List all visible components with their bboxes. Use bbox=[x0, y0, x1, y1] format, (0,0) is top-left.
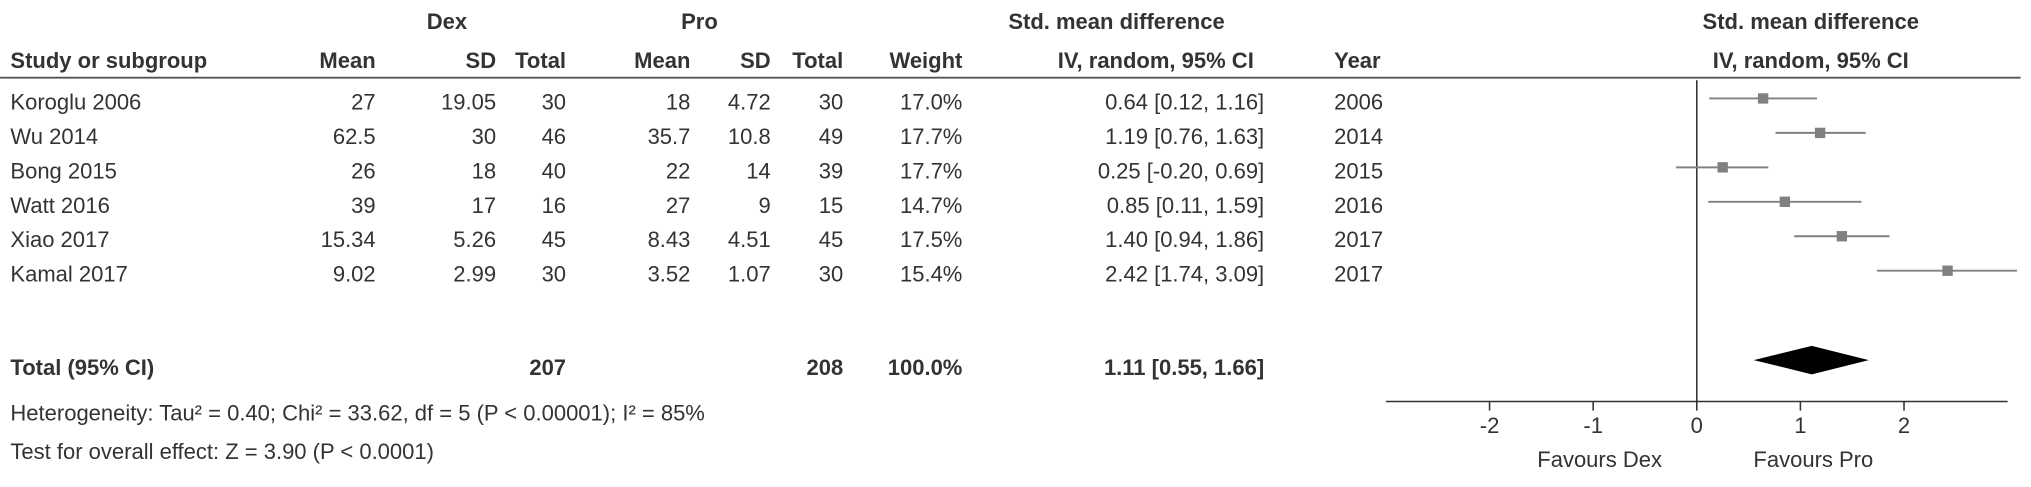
heterogeneity: Heterogeneity: Tau² = 0.40; Chi² = 33.62… bbox=[10, 400, 704, 425]
column-header: Year bbox=[1334, 48, 1381, 73]
x-tick-label: -1 bbox=[1583, 413, 1603, 438]
column-header: SD bbox=[740, 48, 771, 73]
cell: 19.05 bbox=[441, 89, 496, 114]
cell: 5.26 bbox=[453, 227, 496, 252]
plot-subheader: IV, random, 95% CI bbox=[1713, 48, 1909, 73]
column-header: Weight bbox=[889, 48, 963, 73]
x-tick-label: -2 bbox=[1480, 413, 1500, 438]
plot-header: Std. mean difference bbox=[1703, 9, 1919, 34]
overall-effect: Test for overall effect: Z = 3.90 (P < 0… bbox=[10, 439, 434, 464]
cell: 9 bbox=[758, 193, 770, 218]
point-estimate bbox=[1814, 127, 1826, 139]
cell: Watt 2016 bbox=[10, 193, 109, 218]
total-cell: 1.11 [0.55, 1.66] bbox=[1104, 355, 1264, 380]
cell: 16 bbox=[542, 193, 566, 218]
column-header: SD bbox=[466, 48, 497, 73]
cell: 26 bbox=[351, 158, 375, 183]
x-tick-label: 2 bbox=[1898, 413, 1910, 438]
cell: Wu 2014 bbox=[10, 124, 98, 149]
cell: 14 bbox=[746, 158, 770, 183]
column-header: Study or subgroup bbox=[10, 48, 207, 73]
cell: 17.7% bbox=[900, 158, 962, 183]
column-header: Mean bbox=[319, 48, 375, 73]
column-header: IV, random, 95% CI bbox=[1058, 48, 1254, 73]
favours-right: Favours Pro bbox=[1753, 447, 1873, 472]
cell: 4.51 bbox=[728, 227, 771, 252]
cell: Bong 2015 bbox=[10, 158, 116, 183]
cell: 1.19 [0.76, 1.63] bbox=[1105, 124, 1264, 149]
total-cell: Total (95% CI) bbox=[10, 355, 154, 380]
cell: 35.7 bbox=[648, 124, 691, 149]
cell: 1.07 bbox=[728, 262, 771, 287]
column-header: Total bbox=[515, 48, 566, 73]
cell: 40 bbox=[542, 158, 566, 183]
cell: 45 bbox=[819, 227, 843, 252]
cell: 62.5 bbox=[333, 124, 376, 149]
x-tick-label: 0 bbox=[1691, 413, 1703, 438]
cell: 2015 bbox=[1334, 158, 1383, 183]
group-label: Pro bbox=[681, 9, 718, 34]
cell: 15.34 bbox=[321, 227, 376, 252]
total-cell: 207 bbox=[529, 355, 566, 380]
cell: 30 bbox=[542, 262, 566, 287]
x-tick-label: 1 bbox=[1794, 413, 1806, 438]
cell: 4.72 bbox=[728, 89, 771, 114]
point-estimate bbox=[1942, 265, 1953, 276]
point-estimate bbox=[1757, 93, 1769, 104]
cell: 2.42 [1.74, 3.09] bbox=[1105, 262, 1264, 287]
group-label: Dex bbox=[427, 9, 468, 34]
cell: 2014 bbox=[1334, 124, 1383, 149]
cell: 10.8 bbox=[728, 124, 771, 149]
cell: 0.64 [0.12, 1.16] bbox=[1105, 89, 1264, 114]
cell: 17.7% bbox=[900, 124, 962, 149]
cell: 18 bbox=[666, 89, 690, 114]
cell: 30 bbox=[472, 124, 496, 149]
cell: 17.5% bbox=[900, 227, 962, 252]
total-cell: 208 bbox=[807, 355, 844, 380]
cell: 15.4% bbox=[900, 262, 962, 287]
cell: 39 bbox=[819, 158, 843, 183]
cell: 2017 bbox=[1334, 262, 1383, 287]
cell: 2.99 bbox=[453, 262, 496, 287]
cell: 30 bbox=[819, 89, 843, 114]
favours-left: Favours Dex bbox=[1537, 447, 1662, 472]
cell: 0.25 [-0.20, 0.69] bbox=[1098, 158, 1264, 183]
cell: 0.85 [0.11, 1.59] bbox=[1107, 193, 1264, 218]
column-header: Mean bbox=[634, 48, 690, 73]
cell: 15 bbox=[819, 193, 843, 218]
cell: 30 bbox=[542, 89, 566, 114]
cell: 39 bbox=[351, 193, 375, 218]
ci-header: Std. mean difference bbox=[1008, 9, 1224, 34]
cell: 18 bbox=[472, 158, 496, 183]
cell: 8.43 bbox=[648, 227, 691, 252]
cell: 14.7% bbox=[900, 193, 962, 218]
cell: 22 bbox=[666, 158, 690, 183]
cell: 46 bbox=[542, 124, 566, 149]
total-cell: 100.0% bbox=[888, 355, 963, 380]
cell: 2006 bbox=[1334, 89, 1383, 114]
point-estimate bbox=[1836, 231, 1848, 242]
cell: Kamal 2017 bbox=[10, 262, 127, 287]
cell: 9.02 bbox=[333, 262, 376, 287]
cell: 17.0% bbox=[900, 89, 962, 114]
cell: 1.40 [0.94, 1.86] bbox=[1105, 227, 1264, 252]
point-estimate bbox=[1779, 196, 1791, 207]
cell: 30 bbox=[819, 262, 843, 287]
cell: 49 bbox=[819, 124, 843, 149]
cell: Xiao 2017 bbox=[10, 227, 109, 252]
summary-diamond bbox=[1753, 345, 1869, 375]
cell: Koroglu 2006 bbox=[10, 89, 141, 114]
cell: 17 bbox=[472, 193, 496, 218]
cell: 45 bbox=[542, 227, 566, 252]
cell: 2016 bbox=[1334, 193, 1383, 218]
cell: 3.52 bbox=[648, 262, 691, 287]
column-header: Total bbox=[792, 48, 843, 73]
cell: 2017 bbox=[1334, 227, 1383, 252]
point-estimate bbox=[1717, 162, 1728, 173]
cell: 27 bbox=[351, 89, 375, 114]
cell: 27 bbox=[666, 193, 690, 218]
